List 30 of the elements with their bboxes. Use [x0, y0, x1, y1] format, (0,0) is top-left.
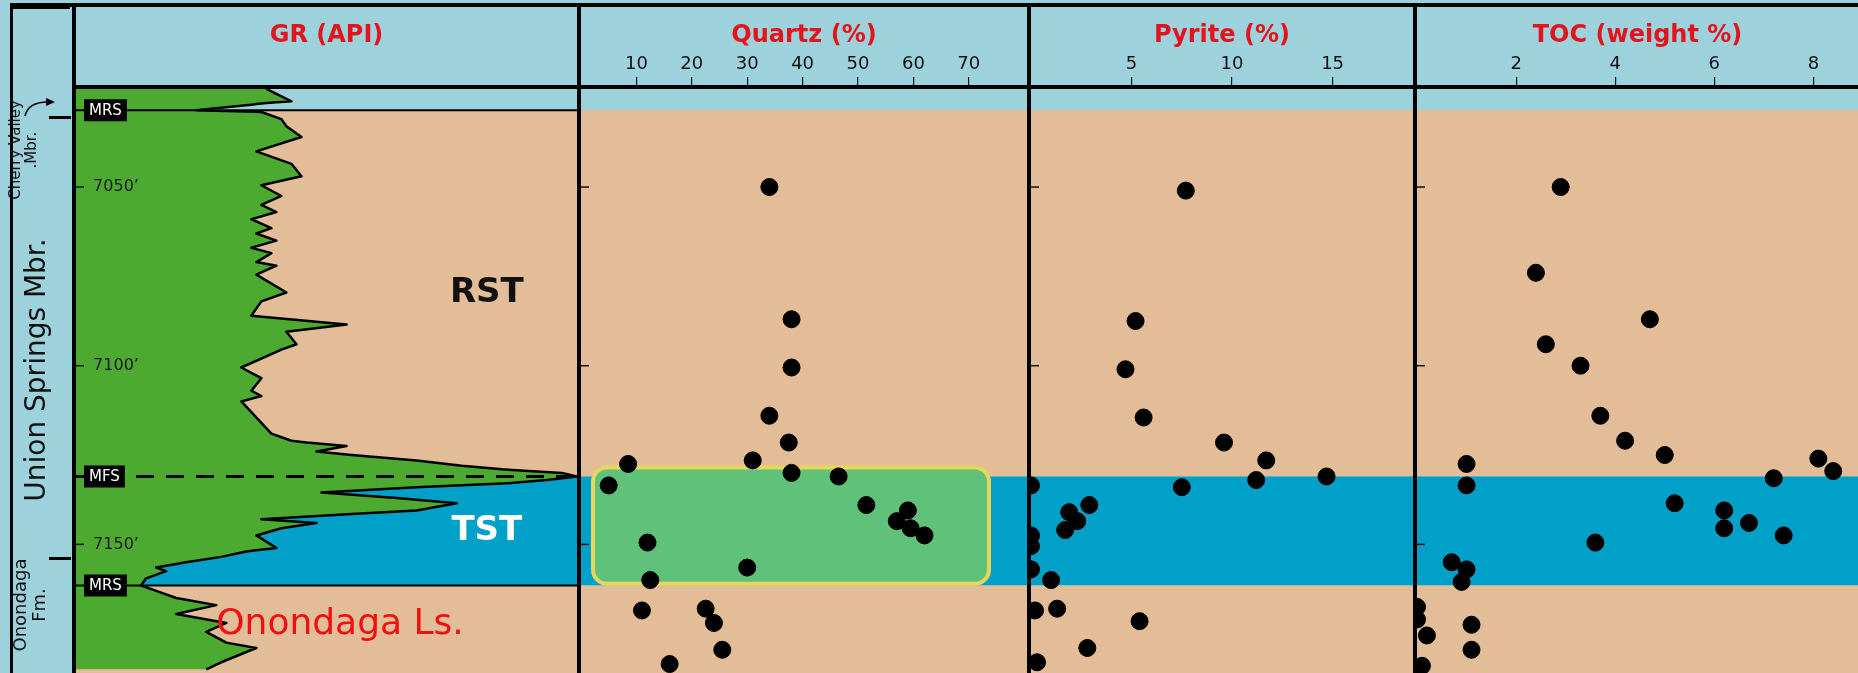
x-tick-label: 30	[735, 51, 759, 73]
x-tick-label: 40	[791, 51, 815, 73]
x-tick-label: 2	[1510, 51, 1522, 73]
chart-title: TOC (weight %)	[1532, 20, 1743, 49]
ref-line-label: MRS	[89, 101, 122, 120]
y-tick-label: 7050’	[93, 176, 139, 196]
x-tick-label: 50	[846, 51, 870, 73]
annotation: Onondaga Ls.	[215, 601, 465, 643]
text: Cherry Valley .Mbr.	[6, 99, 40, 202]
x-tick-label: 10	[624, 51, 648, 73]
y-tick-label: 7150’	[93, 533, 139, 553]
x-tick-label: 6	[1708, 51, 1721, 73]
ref-line-label: MRS	[89, 576, 122, 595]
x-tick-label: 8	[1807, 51, 1820, 73]
ref-line-label: MFS	[89, 467, 120, 486]
band-label: RST	[449, 270, 525, 311]
chart-title: Pyrite (%)	[1154, 20, 1290, 49]
y-tick-label: 7100’	[93, 354, 139, 374]
x-tick-label: 20	[680, 51, 704, 73]
x-tick-label: 10	[1220, 51, 1244, 73]
x-tick-label: 4	[1609, 51, 1621, 73]
x-tick-label: 5	[1125, 51, 1138, 73]
text: Union Springs Mbr.	[19, 238, 53, 502]
x-tick-label: 70	[957, 51, 981, 73]
text: Onondaga Fm.	[9, 557, 49, 654]
band-label: TST	[451, 507, 524, 548]
chart-title: GR (API)	[269, 20, 384, 49]
chart-title: Quartz (%)	[731, 20, 877, 49]
x-tick-label: 60	[901, 51, 925, 73]
x-tick-label: 15	[1321, 51, 1345, 73]
